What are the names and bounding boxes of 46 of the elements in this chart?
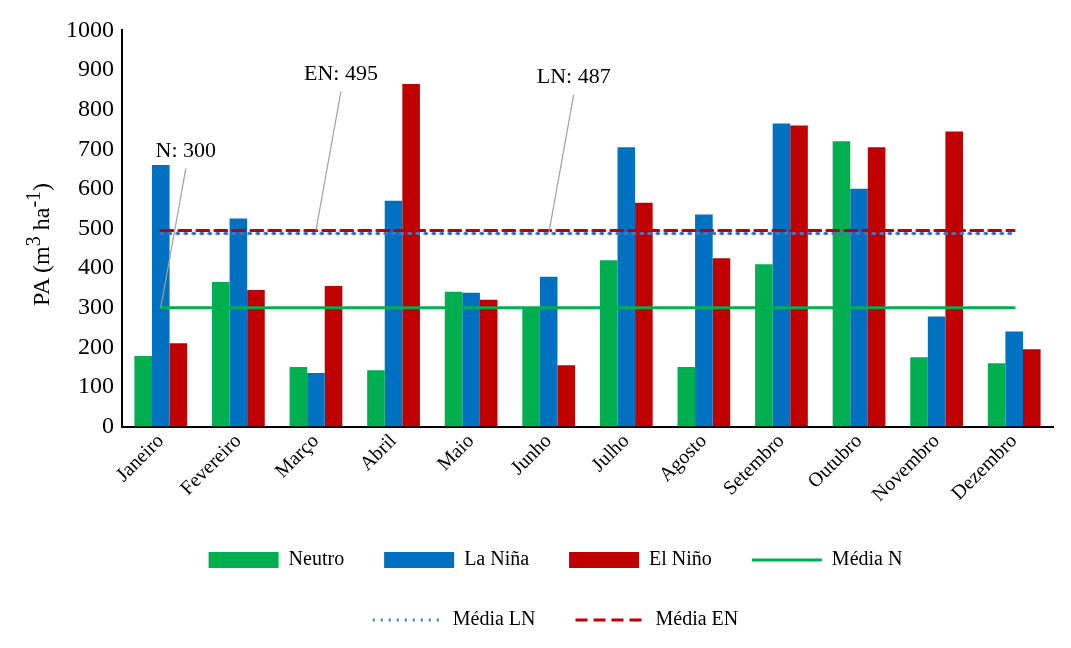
bar: [1023, 349, 1041, 427]
bar: [152, 165, 170, 427]
bar: [462, 292, 480, 427]
bar: [289, 367, 308, 427]
bar: [384, 200, 403, 427]
bar: [557, 365, 576, 427]
bar: [324, 285, 343, 427]
y-tick-label: 700: [78, 134, 114, 161]
legend-label: Neutro: [288, 547, 345, 570]
bar: [910, 357, 928, 427]
legend-label: Média LN: [452, 607, 536, 630]
y-tick-label: 500: [78, 213, 114, 240]
bar: [169, 343, 188, 427]
bar: [247, 289, 265, 427]
bar: [479, 299, 498, 427]
y-tick-label: 100: [78, 372, 114, 399]
y-tick-label: 900: [78, 55, 114, 82]
legend-label: El Niño: [649, 547, 712, 570]
bar: [229, 218, 248, 427]
bar: [617, 147, 636, 427]
y-tick-label: 300: [78, 293, 114, 319]
bar: [712, 258, 731, 427]
y-tick-label: 1000: [66, 15, 114, 42]
bar: [987, 363, 1006, 427]
bar: [134, 356, 152, 427]
bar: [695, 214, 713, 427]
annotation: LN: 487: [536, 63, 611, 89]
legend-label: Média N: [831, 547, 903, 570]
bar: [1005, 331, 1023, 427]
bar: [772, 123, 791, 427]
y-tick-label: 600: [78, 174, 114, 201]
y-tick-label: 400: [78, 253, 114, 280]
bar: [927, 316, 946, 427]
y-tick-label: 0: [102, 411, 114, 438]
annotation: N: 300: [155, 137, 217, 163]
bar: [539, 276, 558, 427]
annotation: EN: 495: [303, 60, 378, 86]
bar: [850, 188, 868, 427]
legend-label: Média EN: [655, 607, 739, 630]
bar: [367, 370, 385, 427]
bar: [307, 373, 325, 427]
y-tick-label: 800: [78, 94, 114, 121]
legend-label: La Niña: [464, 547, 530, 570]
bar: [677, 367, 696, 427]
y-tick-label: 200: [78, 332, 114, 359]
x-tick-label: Maio: [432, 429, 478, 475]
